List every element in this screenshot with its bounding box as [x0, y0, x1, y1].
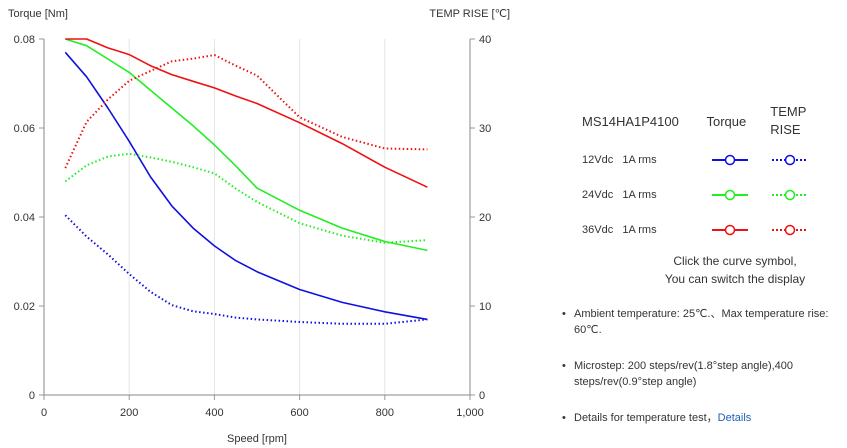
torque-curve-symbol[interactable]	[710, 223, 770, 237]
left-tick-label: 0.04	[14, 212, 35, 224]
hint-line-1: Click the curve symbol,	[673, 254, 797, 268]
torque-temperature-chart: Torque [Nm] TEMP RISE [℃] Speed [rpm] 0 2…	[8, 8, 510, 445]
legend-symbol-marker	[724, 154, 736, 165]
x-tick-label: 600	[290, 407, 308, 419]
legend-symbol-marker	[784, 189, 796, 200]
torque-curve-symbol[interactable]	[710, 153, 770, 167]
switch-display-hint: Click the curve symbol, You can switch t…	[655, 252, 815, 288]
series-line[interactable]	[64, 54, 428, 169]
note-temperature-test: Details for temperature test，Details	[560, 410, 830, 426]
note-ambient-temperature: Ambient temperature: 25℃.、Max temperatur…	[560, 306, 830, 338]
right-axis-title: TEMP RISE [℃]	[429, 8, 510, 20]
details-link[interactable]: Details	[717, 412, 752, 424]
legend: MS14HA1P4100 Torque TEMP RISE 12Vdc 1A r…	[560, 100, 830, 247]
left-tick-label: 0.08	[14, 34, 35, 46]
x-axis-title: Speed [rpm]	[227, 433, 287, 445]
axes	[39, 38, 475, 400]
legend-model-name: MS14HA1P4100	[582, 113, 679, 129]
series-group	[64, 38, 428, 325]
legend-symbol-marker	[784, 154, 796, 165]
x-tick-label: 1,000	[456, 407, 484, 419]
series-line[interactable]	[64, 152, 428, 244]
note-microstep: Microstep: 200 steps/rev(1.8°step angle)…	[560, 358, 830, 390]
torque-curve-symbol[interactable]	[710, 188, 770, 202]
temp-rise-curve-symbol[interactable]	[770, 188, 830, 202]
legend-row-label: 36Vdc 1A rms	[582, 223, 657, 236]
note-temperature-test-text: Details for temperature test，	[574, 412, 718, 424]
grid	[128, 39, 386, 395]
series-line[interactable]	[65, 38, 428, 252]
tick-labels: 0 200 400 600 800 1,000 0 0.02 0.04 0.06 0.08 0 10 20…	[14, 34, 492, 419]
legend-symbol-marker	[724, 189, 736, 200]
legend-symbol-marker	[724, 224, 736, 235]
left-axis-title: Torque [Nm]	[8, 8, 68, 20]
temp-rise-curve-symbol[interactable]	[770, 223, 830, 237]
right-tick-label: 20	[479, 212, 491, 224]
left-tick-label: 0	[29, 390, 35, 402]
legend-row: 24Vdc 1A rms	[560, 177, 830, 212]
left-tick-label: 0.06	[14, 123, 35, 135]
legend-row-label: 12Vdc 1A rms	[582, 153, 657, 166]
x-tick-label: 0	[41, 407, 47, 419]
x-tick-label: 800	[376, 407, 394, 419]
legend-torque-header: Torque	[706, 113, 747, 129]
series-line[interactable]	[64, 214, 428, 325]
notes-list: Ambient temperature: 25℃.、Max temperatur…	[560, 306, 830, 426]
legend-row-label: 24Vdc 1A rms	[582, 188, 657, 201]
left-tick-label: 0.02	[14, 301, 35, 313]
legend-temp-header-line1: TEMP	[770, 104, 807, 119]
right-tick-label: 0	[479, 390, 485, 402]
legend-row: 12Vdc 1A rms	[560, 142, 830, 177]
legend-header: MS14HA1P4100 Torque TEMP RISE	[560, 100, 830, 142]
right-tick-label: 30	[479, 123, 491, 135]
legend-temp-header: TEMP RISE	[770, 103, 830, 139]
right-tick-label: 10	[479, 301, 491, 313]
temp-rise-curve-symbol[interactable]	[770, 153, 830, 167]
legend-row: 36Vdc 1A rms	[560, 212, 830, 247]
x-tick-label: 400	[205, 407, 223, 419]
hint-line-2: You can switch the display	[664, 272, 806, 286]
series-line[interactable]	[65, 38, 428, 188]
right-tick-label: 40	[479, 34, 491, 46]
legend-symbol-marker	[784, 224, 796, 235]
x-tick-label: 200	[120, 407, 138, 419]
series-line[interactable]	[64, 51, 428, 321]
legend-temp-header-line2: RISE	[770, 122, 801, 137]
